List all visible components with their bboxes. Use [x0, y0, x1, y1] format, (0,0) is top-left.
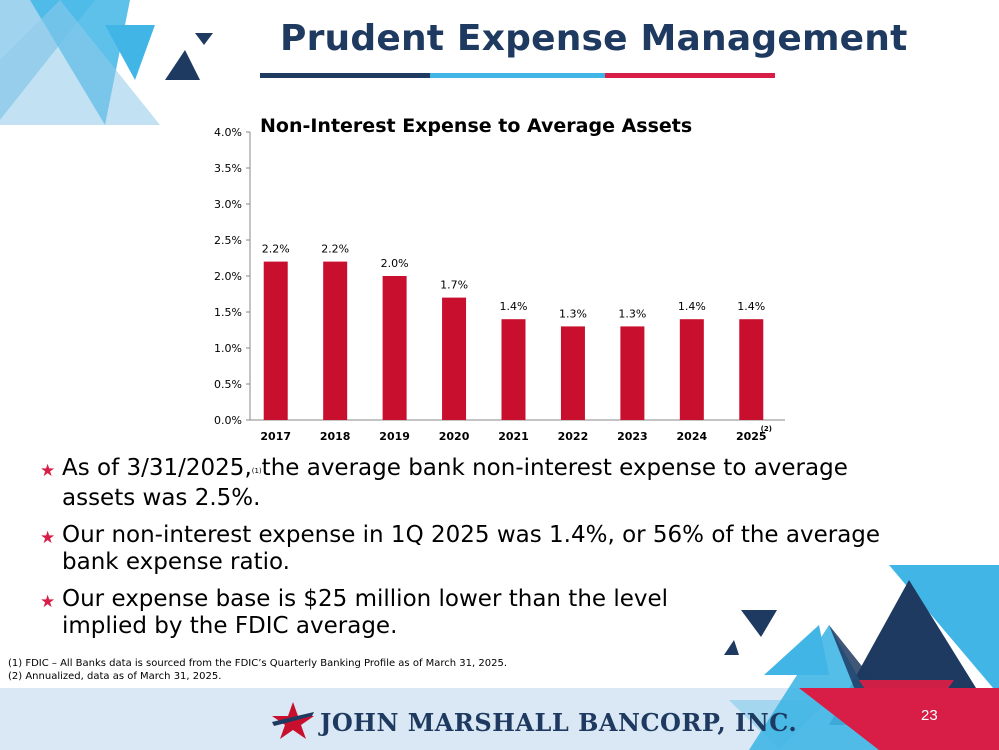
x-tick-label: 2019	[379, 430, 410, 443]
y-tick-label: 1.0%	[214, 342, 242, 355]
star-logo-icon	[272, 702, 314, 739]
data-label: 1.7%	[440, 279, 468, 292]
y-tick-label: 2.0%	[214, 270, 242, 283]
x-tick-label: 2017	[260, 430, 291, 443]
footnote-2: (2) Annualized, data as of March 31, 202…	[8, 671, 222, 682]
data-label: 2.2%	[262, 243, 290, 256]
y-tick-label: 2.5%	[214, 234, 242, 247]
x-tick-footnote: (2)	[761, 425, 772, 433]
data-label: 1.3%	[559, 307, 587, 320]
x-tick-label: 2022	[558, 430, 589, 443]
y-tick-label: 4.0%	[214, 126, 242, 139]
footnotes: (1) FDIC – All Banks data is sourced fro…	[8, 657, 507, 683]
decorative-triangles-top	[0, 0, 213, 125]
bar	[442, 297, 467, 420]
y-tick-label: 3.0%	[214, 198, 242, 211]
bar	[620, 326, 645, 420]
star-bullet-icon: ★	[40, 592, 56, 612]
x-tick-label: 2023	[617, 430, 648, 443]
bullet-item: ★ As of 3/31/2025,(1)the average bank no…	[40, 455, 920, 512]
data-label: 1.4%	[737, 300, 765, 313]
bar	[263, 261, 288, 420]
bullet-text: Our non-interest expense in 1Q 2025 was …	[62, 522, 881, 575]
footnote-ref: (1)	[251, 467, 262, 475]
data-label: 1.3%	[618, 307, 646, 320]
bar	[560, 326, 585, 420]
bar	[679, 319, 704, 420]
bar	[323, 261, 348, 420]
bullet-item: ★ Our non-interest expense in 1Q 2025 wa…	[40, 522, 920, 576]
title-rule-blue	[430, 73, 605, 78]
footer-red-triangle	[799, 688, 999, 750]
slide-title: Prudent Expense Management	[280, 18, 908, 59]
bullet-text: Our expense base is $25 million lower th…	[62, 586, 669, 639]
x-tick-label: 2025	[736, 430, 767, 443]
bar-chart: 0.0% 0.5% 1.0% 1.5% 2.0% 2.5% 3.0% 3.5% 4.0% 2.2%…	[214, 126, 785, 443]
star-bullet-icon: ★	[40, 461, 56, 481]
bullet-text: As of 3/31/2025,	[62, 455, 252, 481]
y-tick-label: 0.5%	[214, 378, 242, 391]
page-number: 23	[921, 707, 938, 724]
title-rule-red	[605, 73, 775, 78]
data-label: 2.2%	[321, 243, 349, 256]
y-tick-label: 0.0%	[214, 414, 242, 427]
x-tick-label: 2024	[677, 430, 708, 443]
chart-title: Non-Interest Expense to Average Assets	[260, 115, 693, 137]
bullet-list: ★ As of 3/31/2025,(1)the average bank no…	[40, 455, 920, 650]
data-label: 1.4%	[500, 300, 528, 313]
title-rule-navy	[260, 73, 430, 78]
y-tick-label: 1.5%	[214, 306, 242, 319]
star-bullet-icon: ★	[40, 528, 56, 548]
bar	[382, 276, 407, 420]
x-tick-label: 2018	[320, 430, 351, 443]
y-tick-label: 3.5%	[214, 162, 242, 175]
bar	[739, 319, 764, 420]
x-tick-label: 2020	[439, 430, 470, 443]
bullet-text-cont: the average bank non-interest expense to…	[62, 455, 848, 511]
data-label: 1.4%	[678, 300, 706, 313]
bar	[501, 319, 526, 420]
data-label: 2.0%	[381, 257, 409, 270]
footnote-1: (1) FDIC – All Banks data is sourced fro…	[8, 658, 508, 669]
bullet-item: ★ Our expense base is $25 million lower …	[40, 586, 712, 640]
x-tick-label: 2021	[498, 430, 529, 443]
company-logo-text: JOHN MARSHALL BANCORP, INC.	[320, 708, 798, 737]
